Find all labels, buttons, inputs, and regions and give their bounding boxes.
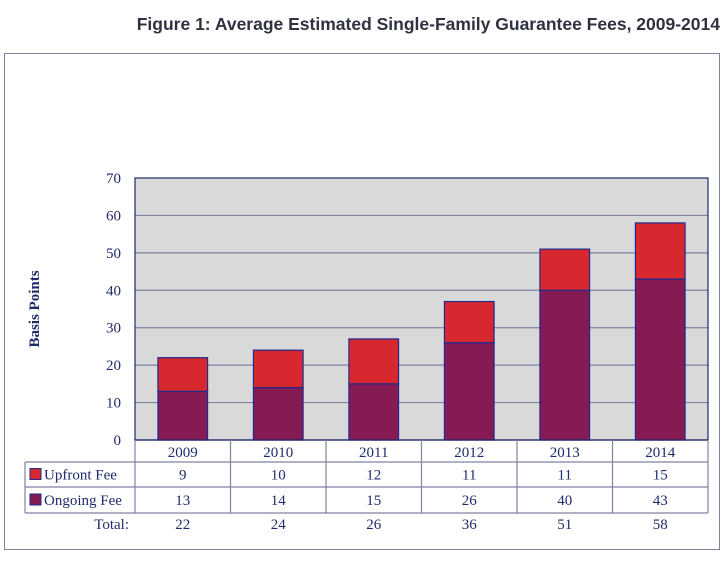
bar-upfront-fee-2012: [443, 300, 495, 344]
total-value: 36: [462, 517, 478, 533]
table-cell: 40: [557, 493, 572, 509]
plot-area: [135, 178, 708, 440]
legend-swatch-upfront-fee: [29, 468, 42, 480]
bar-ongoing-fee-2009: [157, 390, 209, 441]
table-cell: 10: [271, 468, 286, 484]
bar-upfront-fee-2010: [252, 349, 304, 389]
chart-title: Figure 1: Average Estimated Single-Famil…: [136, 14, 720, 34]
legend-label: Ongoing Fee: [44, 493, 122, 509]
table-cell: 15: [653, 468, 668, 484]
total-value: 22: [175, 517, 190, 533]
table-cell: 13: [175, 493, 190, 509]
bar-upfront-fee-2013: [539, 248, 591, 291]
y-tick-label: 20: [106, 358, 121, 374]
y-tick-label: 70: [106, 171, 121, 187]
x-tick-label: 2011: [359, 445, 388, 461]
total-value: 58: [653, 517, 668, 533]
legend-swatch-ongoing-fee: [29, 493, 42, 506]
bar-upfront-fee-2009: [157, 357, 209, 392]
y-tick-label: 10: [106, 396, 121, 412]
y-tick-label: 40: [106, 283, 121, 299]
legend-label: Upfront Fee: [44, 468, 117, 484]
y-tick-label: 60: [106, 208, 121, 224]
table-cell: 11: [558, 468, 572, 484]
bar-upfront-fee-2014: [634, 222, 686, 280]
y-tick-label: 30: [106, 321, 121, 337]
x-tick-label: 2013: [550, 445, 580, 461]
y-tick-label: 0: [114, 433, 122, 449]
table-cell: 12: [366, 468, 381, 484]
table-cell: 15: [366, 493, 381, 509]
table-cell: 26: [462, 493, 478, 509]
x-tick-label: 2012: [454, 445, 484, 461]
bar-ongoing-fee-2013: [539, 289, 591, 441]
table-cell: 14: [271, 493, 287, 509]
total-value: 24: [271, 517, 287, 533]
bar-ongoing-fee-2011: [348, 383, 400, 441]
total-value: 51: [557, 517, 572, 533]
table-cell: 43: [653, 493, 668, 509]
table-cell: 9: [179, 468, 187, 484]
bar-ongoing-fee-2010: [252, 387, 304, 441]
chart-frame: [4, 53, 720, 550]
total-label: Total:: [94, 517, 129, 533]
x-tick-label: 2009: [168, 445, 198, 461]
bar-ongoing-fee-2014: [634, 278, 686, 441]
y-axis-label: Basis Points: [27, 270, 43, 347]
bar-ongoing-fee-2012: [443, 342, 495, 441]
table-cell: 11: [462, 468, 476, 484]
total-value: 26: [366, 517, 382, 533]
y-tick-label: 50: [106, 246, 121, 262]
x-tick-label: 2010: [263, 445, 293, 461]
x-tick-label: 2014: [645, 445, 676, 461]
bar-upfront-fee-2011: [348, 338, 400, 385]
